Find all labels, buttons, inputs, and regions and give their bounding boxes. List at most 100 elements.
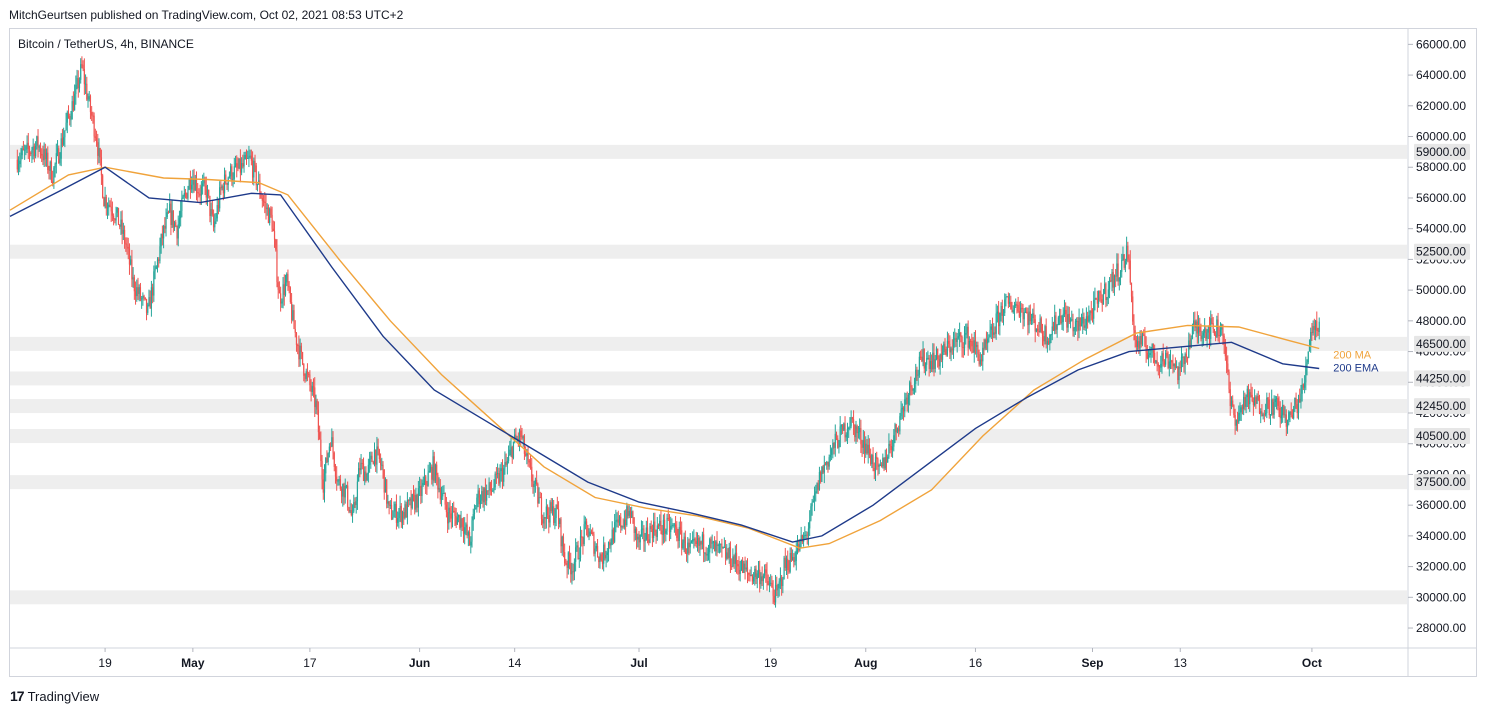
candle-body [985,339,988,344]
candle-body [772,587,774,596]
candle-body [1169,360,1172,362]
candle-body [372,461,374,465]
candle-body [633,517,635,533]
candle-body [811,501,813,507]
candle-body [913,383,916,389]
candle-body [292,310,294,320]
time-axis[interactable]: 19 May 17 Jun 14 Jul 19 Aug 16 Sep 13 Oct [98,648,1322,670]
candle-body [1121,259,1123,272]
candle-body [176,226,178,239]
candle-body [923,348,925,369]
candle-body [65,122,67,131]
candle-body [1117,263,1119,282]
candle-body [812,500,814,502]
candle-body [644,539,646,542]
candle-body [795,550,797,561]
candle-body [373,449,376,465]
candle-body [1247,388,1250,405]
candle-body [309,374,311,386]
candle-body [994,332,996,334]
candle-body [1044,326,1046,342]
candle-body [943,343,945,353]
candle-body [671,524,673,526]
candle-body [477,490,479,498]
candle-body [792,557,794,561]
candle-body [562,536,565,553]
candle-body [1182,356,1184,358]
candle-body [823,464,825,473]
support-zone-6 [10,475,1407,490]
candle-body [241,163,243,173]
candle-body [1040,318,1042,332]
candle-body [166,212,168,217]
zone-price-label: 44250.00 [1416,371,1466,385]
candle-body [865,443,867,454]
candle-body [1243,396,1245,409]
candle-body [271,214,273,229]
candle-body [521,437,523,439]
candle-body [1288,412,1290,421]
candle-body [984,339,986,349]
candle-body [1077,320,1079,331]
candle-body [528,460,530,463]
candle-body [810,506,812,521]
candle-body [1126,245,1128,261]
candle-body [431,466,433,480]
candle-body [1150,349,1152,354]
candle-body [376,446,378,465]
candle-body [611,529,613,545]
candle-body [592,532,594,535]
candle-body [294,328,296,333]
candle-body [379,459,382,465]
candle-body [186,193,188,199]
candle-body [290,302,293,320]
candle-body [1082,317,1084,324]
zone-price-box [1414,335,1470,352]
candle-body [30,152,32,154]
candle-body [833,443,835,448]
candle-body [551,506,554,512]
candle-body [583,524,585,545]
candle-body [31,150,33,153]
candle-body [72,101,74,111]
candle-body [603,544,605,564]
candle-body [1074,321,1077,328]
candle-body [121,219,123,234]
x-tick-label: Aug [854,656,877,670]
candle-body [802,535,805,543]
candle-body [1300,393,1302,403]
candle-body [411,494,413,509]
candle-body [703,534,705,553]
candle-body [447,512,449,524]
candle-body [824,464,827,466]
candle-body [1228,371,1230,390]
candle-body [1280,415,1283,419]
candle-body [273,231,276,240]
candle-body [408,500,410,502]
candle-body [1305,365,1307,383]
candle-body [32,146,34,151]
candle-body [289,287,291,303]
candle-body [48,170,50,172]
candle-body [429,466,432,471]
candle-body [962,347,964,349]
candle-body [1112,272,1114,288]
zone-price-box [1414,428,1470,445]
candle-body [596,546,599,557]
candle-body [993,332,995,335]
candle-body [976,345,978,347]
candle-body [44,149,46,160]
candle-body [684,536,686,554]
candle-body [954,338,956,340]
candle-body [610,544,612,546]
candle-body [1206,332,1208,339]
footer: 17 TradingView [10,688,99,704]
candle-body [1152,343,1155,353]
candle-body [169,203,171,213]
chart-frame [9,28,1477,677]
y-tick-label: 30000.00 [1416,590,1466,604]
price-axis[interactable]: 28000.00 30000.00 32000.00 34000.00 36000.00… [1408,37,1470,635]
candle-body [371,455,373,462]
candle-body [740,560,743,570]
